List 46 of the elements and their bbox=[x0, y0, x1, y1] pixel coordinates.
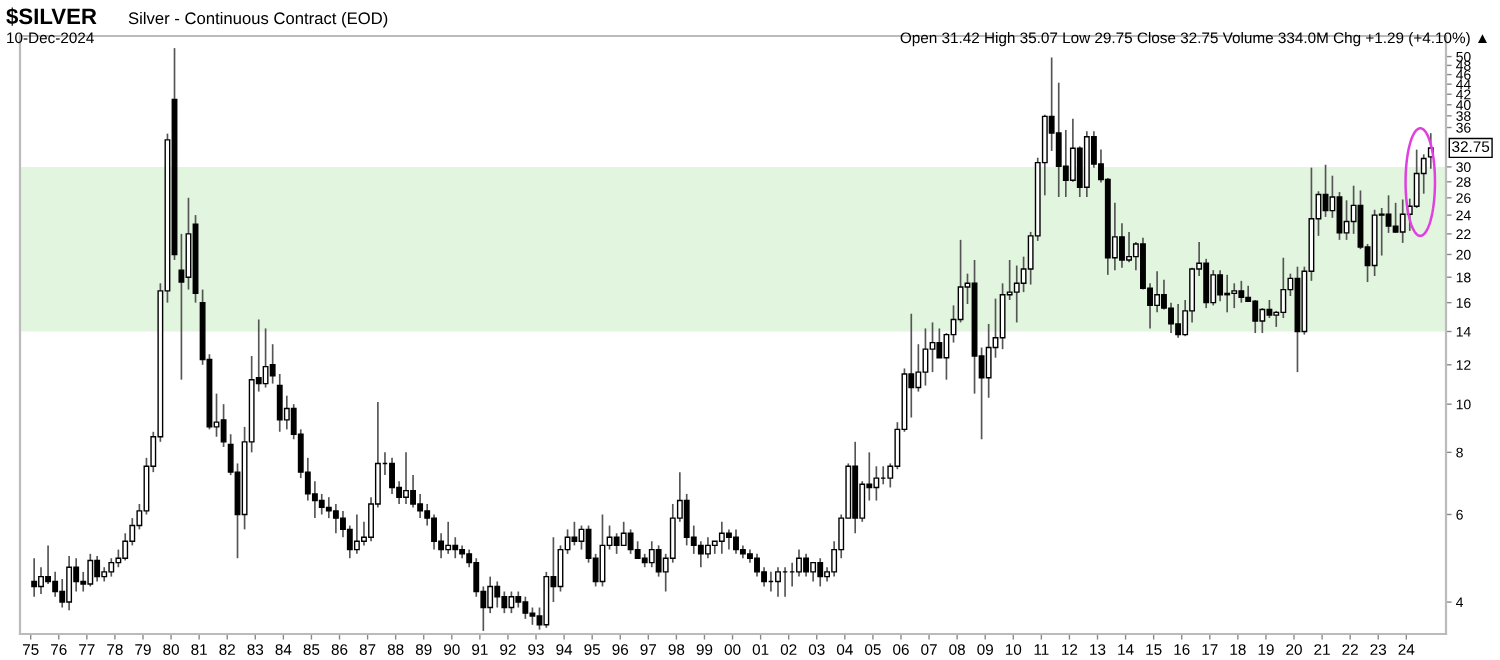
chart-title: $SILVER bbox=[6, 7, 97, 26]
candlestick bbox=[1231, 282, 1238, 309]
candlestick bbox=[1210, 269, 1217, 307]
candlestick bbox=[718, 520, 725, 555]
candlestick bbox=[94, 555, 101, 583]
candlestick bbox=[262, 327, 269, 389]
candlestick bbox=[725, 528, 732, 551]
candlestick bbox=[1175, 303, 1182, 339]
candlestick bbox=[445, 520, 452, 555]
candlestick bbox=[803, 553, 810, 578]
candlestick bbox=[1252, 299, 1259, 334]
candlestick bbox=[627, 528, 634, 555]
candlestick bbox=[704, 536, 711, 560]
candlestick bbox=[1238, 280, 1245, 304]
candlestick bbox=[452, 536, 459, 560]
candlestick bbox=[66, 555, 73, 612]
candlestick bbox=[178, 233, 185, 381]
candlestick bbox=[796, 548, 802, 578]
candlestick bbox=[817, 557, 824, 588]
candlestick bbox=[31, 557, 38, 598]
candlestick bbox=[1280, 256, 1287, 319]
candlestick bbox=[1266, 299, 1273, 319]
candlestick bbox=[754, 553, 760, 578]
candlestick bbox=[508, 590, 515, 614]
candlestick bbox=[648, 540, 655, 569]
candlestick bbox=[403, 451, 409, 505]
candlestick bbox=[775, 566, 781, 598]
candlestick bbox=[353, 513, 360, 555]
chart-subtitle: Silver - Continuous Contract (EOD) bbox=[128, 11, 388, 28]
candlestick bbox=[810, 561, 817, 583]
candlestick bbox=[1013, 264, 1020, 324]
candlestick bbox=[613, 532, 620, 555]
candlestick bbox=[1126, 231, 1132, 264]
candlestick bbox=[332, 503, 339, 535]
candlestick bbox=[1392, 202, 1399, 234]
candlestick bbox=[571, 520, 578, 547]
candlestick bbox=[1055, 81, 1062, 198]
candlestick bbox=[733, 528, 739, 555]
candlestick bbox=[1154, 270, 1161, 314]
candlestick bbox=[620, 520, 627, 547]
candlestick bbox=[108, 557, 115, 578]
candlestick bbox=[87, 553, 94, 588]
candlestick bbox=[1399, 198, 1406, 244]
candlestick bbox=[494, 580, 501, 609]
candlestick bbox=[522, 595, 529, 620]
candlestick bbox=[1259, 307, 1266, 334]
